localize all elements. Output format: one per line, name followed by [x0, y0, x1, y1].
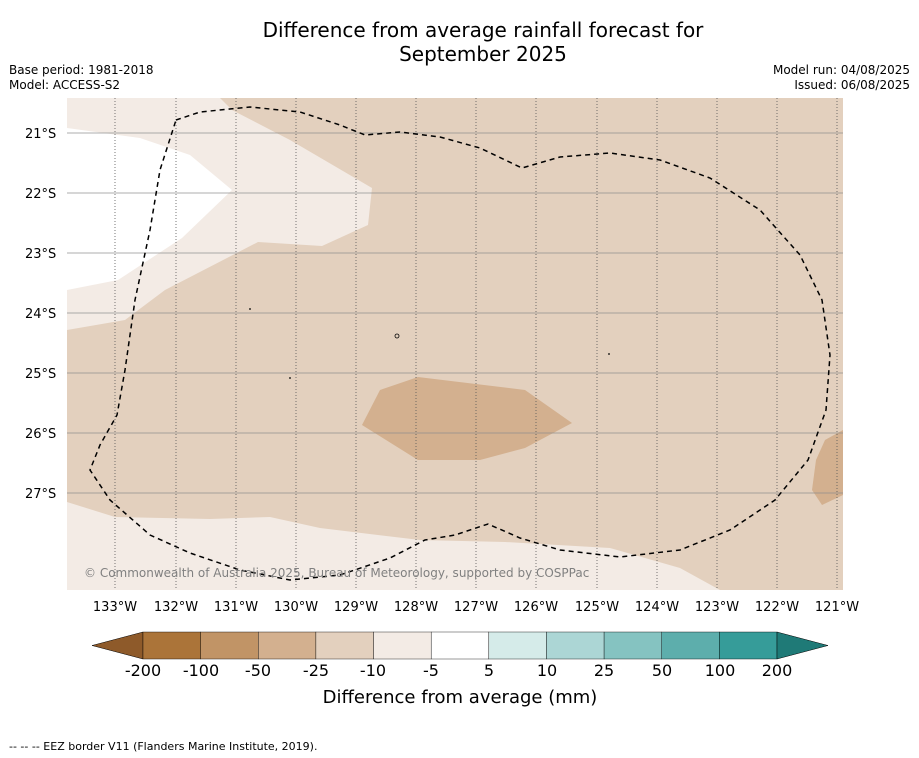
lon-label: 129°W	[334, 600, 378, 615]
region-dark-center	[362, 377, 572, 460]
lon-label: 131°W	[214, 600, 258, 615]
island-mark	[249, 308, 251, 310]
lon-label: 132°W	[154, 600, 198, 615]
island-mark	[289, 377, 291, 379]
colorbar-segment	[719, 631, 778, 660]
colorbar-segment	[258, 631, 317, 660]
colorbar-tick: -50	[245, 661, 271, 680]
colorbar-tick: 25	[594, 661, 614, 680]
colorbar-segment	[373, 631, 432, 660]
lon-label: 122°W	[755, 600, 799, 615]
lat-gridlines	[67, 132, 843, 494]
colorbar-tick: 200	[762, 661, 793, 680]
meta-right: Model run: 04/08/2025 Issued: 06/08/2025	[773, 63, 910, 93]
colorbar: -200 -100 -50 -25 -10 -5 5 10 25 50 100 …	[91, 631, 829, 708]
lon-label: 126°W	[514, 600, 558, 615]
model-name: Model: ACCESS-S2	[9, 78, 121, 92]
colorbar-tick: 100	[705, 661, 736, 680]
map-plot-area: © Commonwealth of Australia 2025, Bureau…	[67, 98, 843, 590]
map-title: Difference from average rainfall forecas…	[0, 18, 919, 66]
copyright-text: © Commonwealth of Australia 2025, Bureau…	[84, 566, 589, 580]
colorbar-segment	[142, 631, 201, 660]
lon-gridlines	[114, 98, 838, 590]
region-white-north	[67, 128, 232, 290]
lat-label: 26°S	[25, 427, 56, 442]
colorbar-segment	[661, 631, 720, 660]
colorbar-tick: -5	[423, 661, 439, 680]
colorbar-segment	[315, 631, 374, 660]
colorbar-tick: -10	[360, 661, 386, 680]
colorbar-extend-low	[91, 631, 144, 660]
lon-label: 124°W	[635, 600, 679, 615]
lon-label: 125°W	[575, 600, 619, 615]
island-mark	[608, 353, 610, 355]
model-run: Model run: 04/08/2025	[772, 63, 910, 77]
lat-label: 27°S	[25, 487, 56, 502]
lon-label: 127°W	[454, 600, 498, 615]
title-line-1: Difference from average rainfall forecas…	[262, 18, 704, 42]
colorbar-tick: -25	[303, 661, 329, 680]
lon-label: 121°W	[815, 600, 859, 615]
colorbar-segment	[430, 631, 490, 660]
region-dark-east	[812, 430, 843, 505]
lon-label: 123°W	[695, 600, 739, 615]
lon-axis: 133°W 132°W 131°W 130°W 129°W 128°W 127°…	[93, 600, 859, 615]
colorbar-tick: -100	[183, 661, 219, 680]
colorbar-segment	[546, 631, 605, 660]
region-light-south	[67, 502, 720, 590]
lat-label: 23°S	[25, 247, 56, 262]
colorbar-segment	[200, 631, 259, 660]
colorbar-label: Difference from average (mm)	[323, 687, 598, 708]
colorbar-extend-high	[776, 631, 829, 660]
lat-label: 25°S	[25, 367, 56, 382]
island-mark	[394, 333, 400, 339]
lat-label: 22°S	[25, 187, 56, 202]
eez-border	[89, 106, 831, 581]
lon-label: 133°W	[93, 600, 137, 615]
lon-label: 128°W	[394, 600, 438, 615]
title-line-2: September 2025	[399, 42, 567, 66]
issued-date: Issued: 06/08/2025	[794, 78, 910, 92]
lat-label: 24°S	[25, 307, 56, 322]
colorbar-segment	[488, 631, 547, 660]
lat-axis: 21°S 22°S 23°S 24°S 25°S 26°S 27°S	[25, 127, 56, 502]
lat-label: 21°S	[25, 127, 56, 142]
forecast-map: © Commonwealth of Australia 2025, Bureau…	[25, 98, 859, 708]
colorbar-tick: 50	[652, 661, 672, 680]
colorbar-segments	[142, 631, 778, 660]
colorbar-tick: 5	[484, 661, 494, 680]
colorbar-tick: -200	[125, 661, 161, 680]
colorbar-ticks: -200 -100 -50 -25 -10 -5 5 10 25 50 100 …	[125, 661, 792, 680]
base-period: Base period: 1981-2018	[9, 63, 154, 77]
meta-left: Base period: 1981-2018 Model: ACCESS-S2	[9, 63, 154, 93]
lon-label: 130°W	[274, 600, 318, 615]
colorbar-segment	[603, 631, 662, 660]
colorbar-tick: 10	[537, 661, 557, 680]
eez-footnote: -- -- -- EEZ border V11 (Flanders Marine…	[9, 740, 318, 753]
